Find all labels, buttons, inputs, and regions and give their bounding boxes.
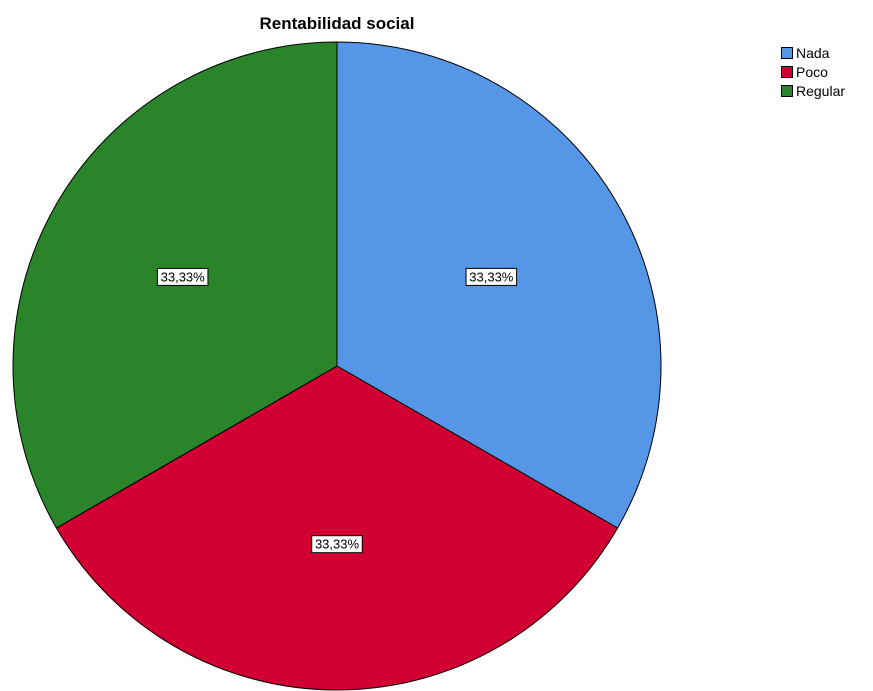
data-label-box	[465, 267, 518, 286]
data-label-text: 33,33%	[469, 269, 514, 284]
legend-label: Regular	[796, 83, 846, 99]
legend-item-nada: Nada	[781, 44, 845, 62]
data-label-nada: 33,33%	[465, 267, 518, 286]
pie-data-labels: 33,33% 33,33% 33,33%	[156, 267, 518, 554]
data-label-text: 33,33%	[315, 537, 360, 552]
legend-label: Poco	[796, 64, 828, 80]
pie-slices	[12, 41, 662, 691]
chart-title: Rentabilidad social	[259, 14, 415, 33]
data-label-box	[156, 267, 209, 286]
legend-swatch	[781, 47, 793, 59]
legend-item-regular: Regular	[781, 82, 845, 100]
pie-slice-poco	[55, 365, 619, 691]
data-label-text: 33,33%	[161, 269, 206, 284]
chart-legend: Nada Poco Regular	[781, 44, 845, 101]
data-label-poco: 33,33%	[311, 535, 363, 554]
legend-label: Nada	[796, 45, 830, 61]
data-label-box	[311, 535, 363, 554]
legend-item-poco: Poco	[781, 63, 845, 81]
legend-swatch	[781, 66, 793, 78]
legend-swatch	[781, 85, 793, 97]
data-label-regular: 33,33%	[156, 267, 209, 286]
